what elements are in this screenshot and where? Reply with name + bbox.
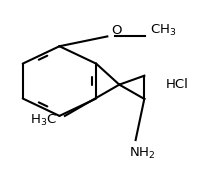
- Text: H$_3$C: H$_3$C: [30, 113, 57, 128]
- Text: HCl: HCl: [166, 78, 189, 91]
- Text: O: O: [111, 24, 121, 37]
- Text: NH$_2$: NH$_2$: [129, 146, 155, 161]
- Text: CH$_3$: CH$_3$: [150, 23, 176, 38]
